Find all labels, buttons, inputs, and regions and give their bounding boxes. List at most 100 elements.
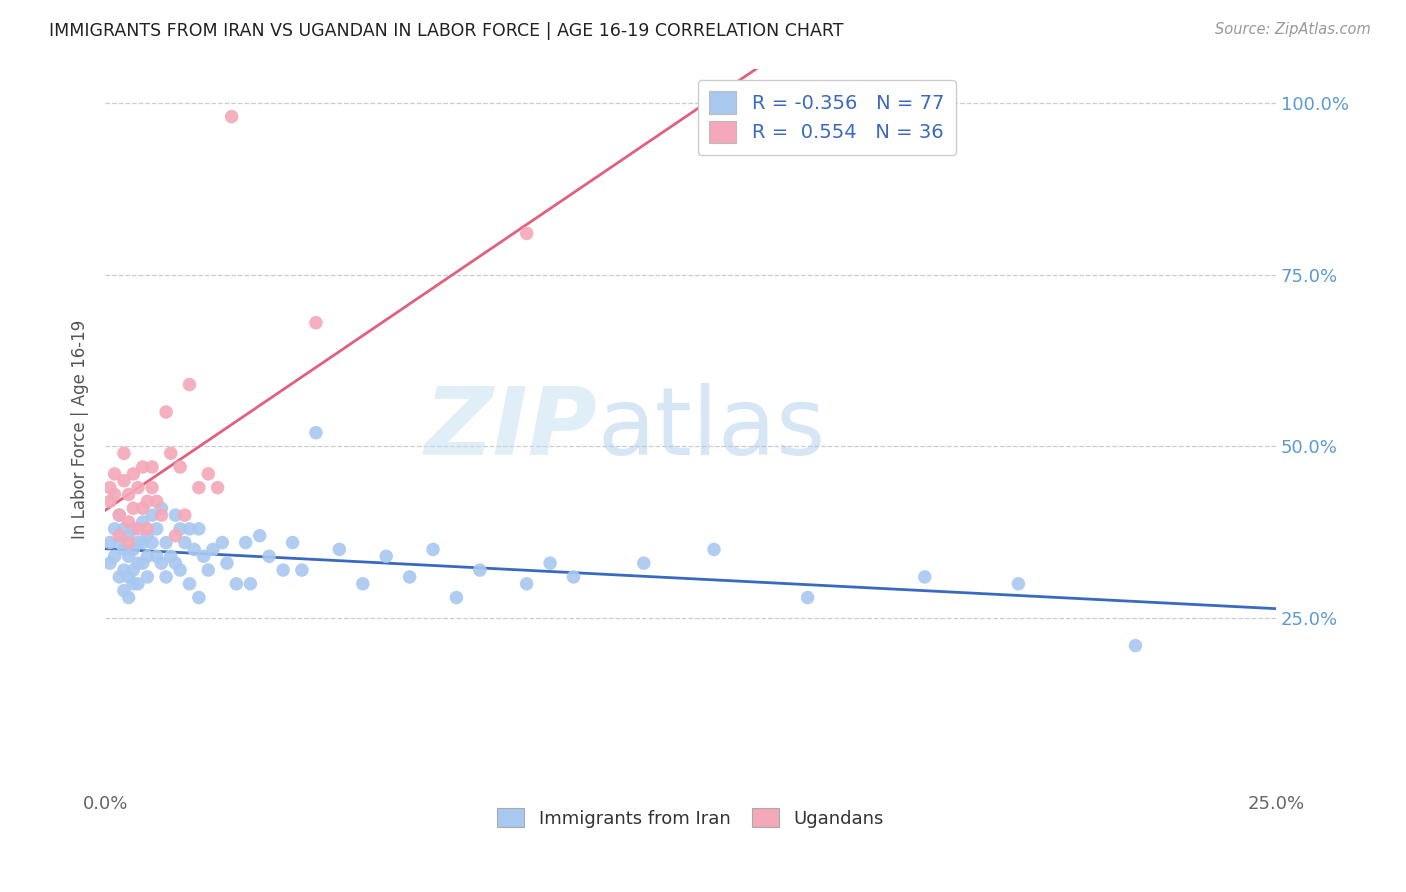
Point xyxy=(193,549,215,564)
Point xyxy=(108,535,131,549)
Point xyxy=(108,529,131,543)
Point xyxy=(271,563,294,577)
Point xyxy=(165,556,187,570)
Point xyxy=(215,556,238,570)
Point xyxy=(117,549,139,564)
Point xyxy=(155,405,177,419)
Point xyxy=(122,563,145,577)
Y-axis label: In Labor Force | Age 16-19: In Labor Force | Age 16-19 xyxy=(72,319,89,539)
Point xyxy=(179,576,201,591)
Point xyxy=(173,508,195,522)
Point xyxy=(98,535,121,549)
Point xyxy=(117,515,139,529)
Legend: Immigrants from Iran, Ugandans: Immigrants from Iran, Ugandans xyxy=(489,801,891,835)
Point xyxy=(108,570,131,584)
Point xyxy=(122,467,145,481)
Point xyxy=(131,501,153,516)
Point xyxy=(136,549,159,564)
Point xyxy=(122,522,145,536)
Point xyxy=(141,508,163,522)
Point xyxy=(145,522,167,536)
Point xyxy=(136,570,159,584)
Text: Source: ZipAtlas.com: Source: ZipAtlas.com xyxy=(1215,22,1371,37)
Point xyxy=(150,501,173,516)
Point xyxy=(169,563,191,577)
Point xyxy=(98,494,121,508)
Point xyxy=(179,377,201,392)
Point xyxy=(398,570,420,584)
Point xyxy=(516,227,538,241)
Point xyxy=(112,474,135,488)
Point xyxy=(112,522,135,536)
Point xyxy=(169,522,191,536)
Text: ZIP: ZIP xyxy=(425,384,598,475)
Point xyxy=(122,576,145,591)
Point xyxy=(239,576,262,591)
Point xyxy=(141,535,163,549)
Point xyxy=(187,522,209,536)
Point xyxy=(257,549,280,564)
Point xyxy=(221,110,243,124)
Point xyxy=(155,570,177,584)
Point xyxy=(197,563,219,577)
Point xyxy=(422,542,444,557)
Text: atlas: atlas xyxy=(598,384,825,475)
Point xyxy=(562,570,585,584)
Point xyxy=(173,535,195,549)
Point xyxy=(305,425,328,440)
Point xyxy=(150,556,173,570)
Point xyxy=(187,481,209,495)
Point xyxy=(117,487,139,501)
Point xyxy=(136,529,159,543)
Point xyxy=(538,556,561,570)
Point xyxy=(201,542,224,557)
Point xyxy=(131,515,153,529)
Point xyxy=(211,535,233,549)
Point xyxy=(117,570,139,584)
Point xyxy=(112,542,135,557)
Point xyxy=(165,508,187,522)
Point xyxy=(249,529,271,543)
Point xyxy=(112,583,135,598)
Point xyxy=(103,549,125,564)
Point xyxy=(141,481,163,495)
Point xyxy=(352,576,374,591)
Point xyxy=(98,481,121,495)
Point xyxy=(165,529,187,543)
Point xyxy=(103,467,125,481)
Point xyxy=(141,460,163,475)
Point xyxy=(136,494,159,508)
Point xyxy=(98,556,121,570)
Point xyxy=(112,563,135,577)
Point xyxy=(131,556,153,570)
Point xyxy=(159,446,181,460)
Point xyxy=(155,535,177,549)
Point xyxy=(305,316,328,330)
Point xyxy=(117,591,139,605)
Point xyxy=(127,576,149,591)
Point xyxy=(169,460,191,475)
Point xyxy=(127,535,149,549)
Point xyxy=(131,460,153,475)
Point xyxy=(197,467,219,481)
Point xyxy=(1007,576,1029,591)
Point xyxy=(633,556,655,570)
Point xyxy=(914,570,936,584)
Point xyxy=(117,535,139,549)
Point xyxy=(103,522,125,536)
Point xyxy=(108,508,131,522)
Point xyxy=(725,110,748,124)
Point xyxy=(117,529,139,543)
Point xyxy=(281,535,304,549)
Point xyxy=(446,591,468,605)
Point xyxy=(291,563,314,577)
Point xyxy=(108,508,131,522)
Point xyxy=(136,522,159,536)
Point xyxy=(703,542,725,557)
Point xyxy=(127,522,149,536)
Point xyxy=(131,535,153,549)
Point xyxy=(112,446,135,460)
Point xyxy=(127,556,149,570)
Point xyxy=(103,487,125,501)
Point xyxy=(516,576,538,591)
